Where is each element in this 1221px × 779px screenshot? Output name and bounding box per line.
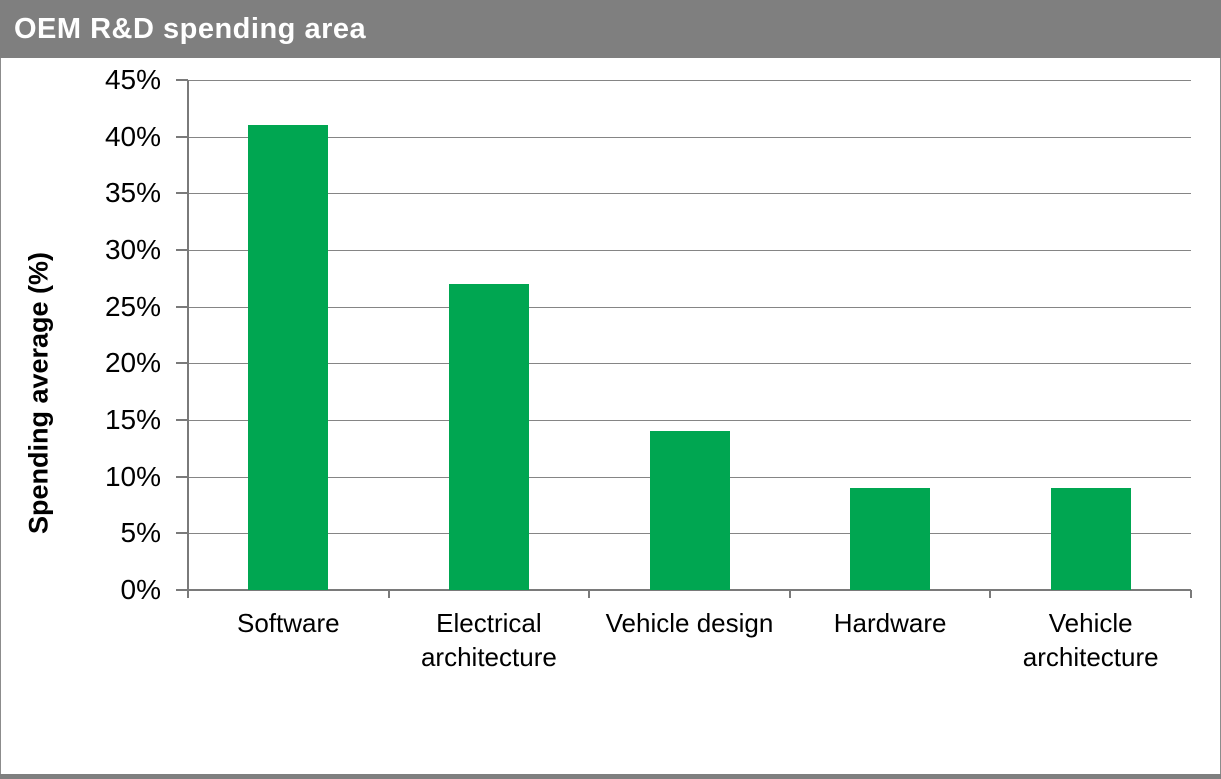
bar-software[interactable] [248, 125, 329, 590]
y-tick-0 [176, 589, 188, 591]
bar-hardware[interactable] [850, 488, 931, 590]
y-tick-45 [176, 79, 188, 81]
bottom-divider-bar [0, 774, 1221, 779]
y-tick-30 [176, 249, 188, 251]
x-category-label-5: Vehicle architecture [1022, 608, 1159, 672]
x-boundary-tick-5 [1190, 590, 1192, 598]
x-category-label-1: Software [236, 608, 340, 638]
x-boundary-tick-2 [588, 590, 591, 598]
y-tick-5 [176, 532, 188, 535]
x-boundary-tick-1 [387, 590, 390, 598]
chart-title-bar: OEM R&D spending area [0, 0, 1221, 58]
chart-plot-container: 0% 5% 10% 15% 20% 25% 30% 35% 40% 45% Software Elec… [0, 58, 1221, 774]
bar-electrical-architecture[interactable] [448, 284, 529, 590]
y-tick-label-15: 15% [104, 404, 161, 435]
y-tick-label-0: 0% [120, 574, 161, 605]
y-tick-label-35: 35% [104, 177, 161, 209]
x-category-label-4: Hardware [833, 608, 947, 638]
bar-vehicle-architecture[interactable] [1050, 488, 1131, 590]
gridline-30 [188, 250, 1191, 251]
gridline-40 [188, 136, 1191, 138]
gridline-35 [188, 193, 1191, 195]
y-tick-label-5: 5% [120, 517, 161, 549]
y-tick-label-25: 25% [104, 290, 161, 322]
bar-vehicle-design[interactable] [649, 431, 730, 590]
y-tick-25 [176, 305, 188, 308]
y-tick-10 [176, 475, 188, 478]
y-tick-label-30: 30% [104, 234, 161, 265]
x-boundary-tick-3 [788, 590, 791, 598]
x-category-label-3: Vehicle design [605, 608, 774, 638]
y-axis-line [187, 80, 189, 598]
x-axis-line [188, 589, 1191, 591]
x-category-label-2: Electrical architecture [420, 608, 557, 672]
y-tick-label-45: 45% [104, 64, 161, 95]
y-tick-40 [176, 135, 188, 138]
y-tick-15 [176, 419, 188, 421]
y-axis-title: Spending average (%) [23, 251, 54, 535]
y-tick-35 [176, 192, 188, 195]
y-tick-label-10: 10% [104, 460, 161, 492]
y-tick-label-20: 20% [104, 347, 161, 379]
y-tick-label-40: 40% [104, 120, 161, 152]
gridline-45 [188, 80, 1191, 81]
x-boundary-tick-4 [989, 590, 992, 598]
gridline-25 [188, 306, 1191, 308]
y-tick-20 [176, 362, 188, 365]
gridline-15 [188, 420, 1191, 421]
gridline-20 [188, 363, 1191, 365]
chart-title: OEM R&D spending area [14, 12, 367, 45]
